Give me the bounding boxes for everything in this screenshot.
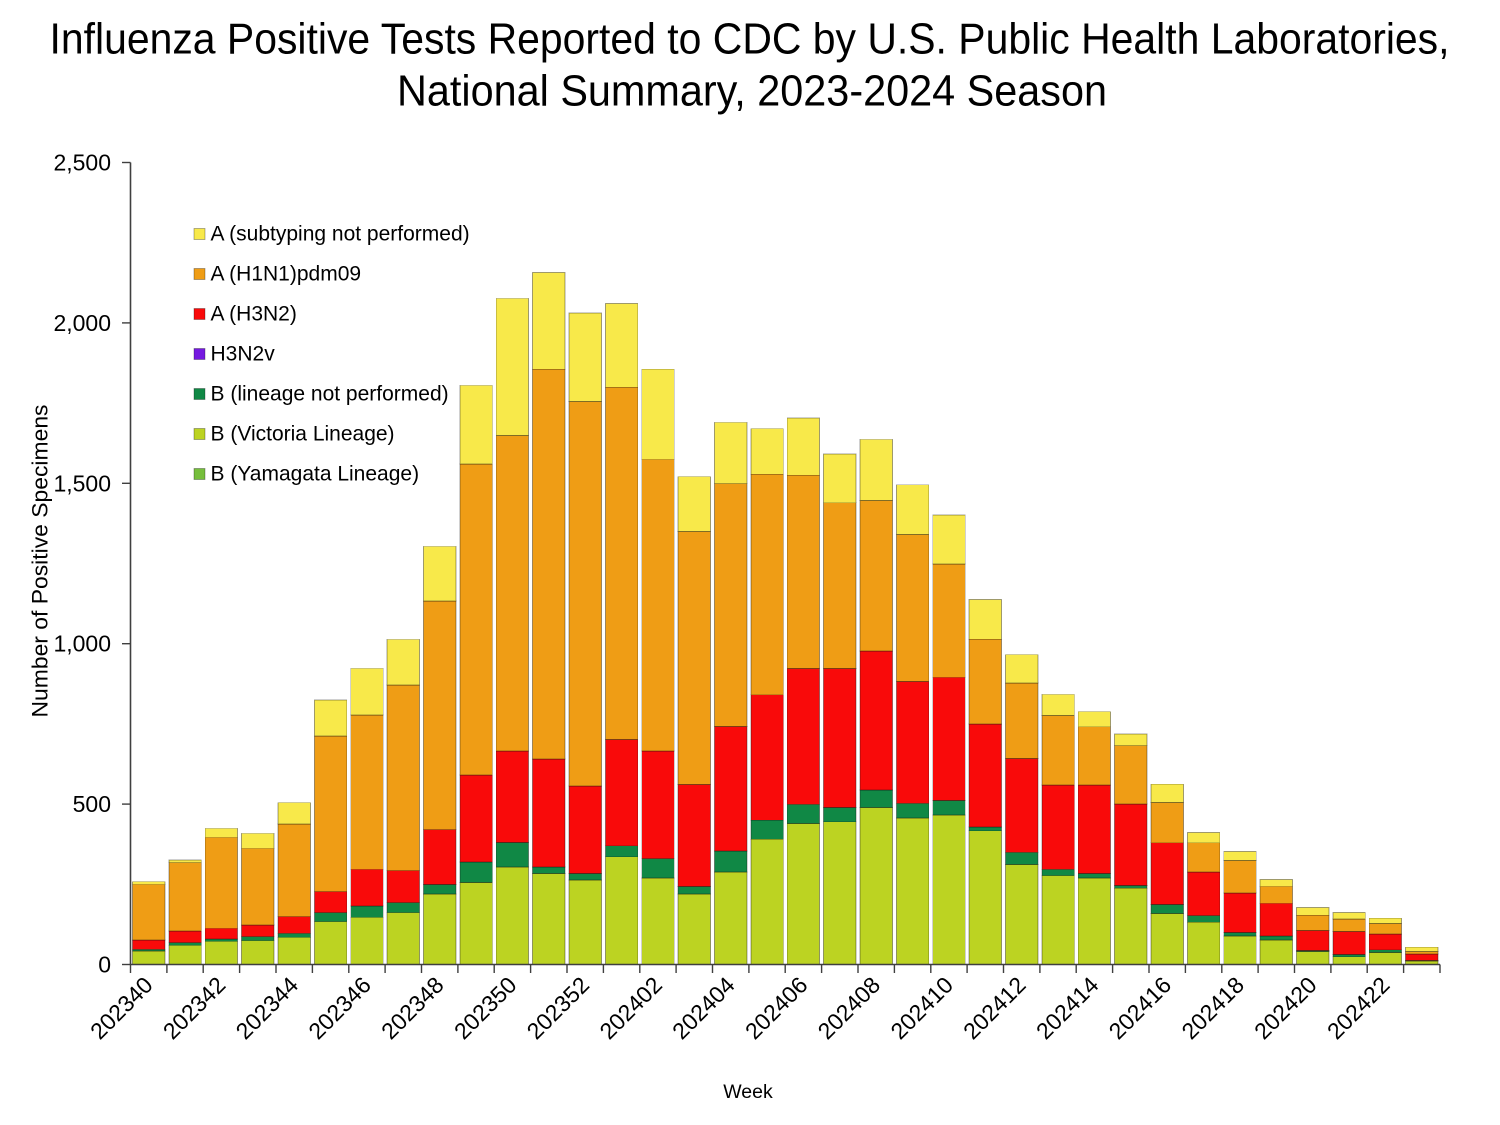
svg-text:1,000: 1,000 bbox=[53, 631, 111, 657]
svg-text:2,000: 2,000 bbox=[53, 310, 111, 336]
svg-text:0: 0 bbox=[98, 952, 111, 978]
svg-text:National Summary, 2023-2024 Se: National Summary, 2023-2024 Season bbox=[397, 67, 1107, 116]
svg-text:Number of Positive Specimens: Number of Positive Specimens bbox=[28, 405, 53, 718]
svg-text:A (H3N2): A (H3N2) bbox=[211, 303, 297, 326]
svg-text:Influenza Positive Tests Repor: Influenza Positive Tests Reported to CDC… bbox=[50, 15, 1450, 64]
svg-text:A (H1N1)pdm09: A (H1N1)pdm09 bbox=[211, 263, 362, 286]
svg-text:A (subtyping not performed): A (subtyping not performed) bbox=[211, 223, 470, 246]
svg-text:Week: Week bbox=[723, 1081, 773, 1103]
svg-text:500: 500 bbox=[73, 791, 111, 817]
svg-text:B (lineage not performed): B (lineage not performed) bbox=[211, 383, 449, 406]
svg-text:1,500: 1,500 bbox=[53, 470, 111, 496]
svg-text:2,500: 2,500 bbox=[53, 150, 111, 176]
svg-text:B (Victoria Lineage): B (Victoria Lineage) bbox=[211, 423, 395, 446]
svg-text:H3N2v: H3N2v bbox=[211, 343, 276, 366]
svg-text:B (Yamagata Lineage): B (Yamagata Lineage) bbox=[211, 463, 420, 486]
